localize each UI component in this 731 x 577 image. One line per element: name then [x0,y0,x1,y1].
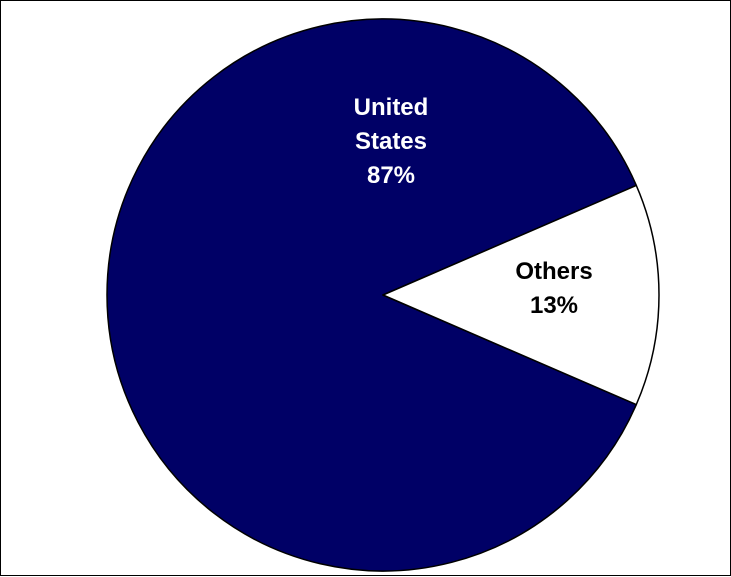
pie-category-label: Others [515,258,592,285]
pie-slice-united-states [106,18,638,572]
pie-label-united-states: United States 87% [354,94,429,189]
pie-category-label: United [354,94,429,121]
pie-slices [106,18,660,572]
pie-value-label: 87% [367,162,415,189]
pie-category-label: States [355,128,427,155]
pie-label-others: Others 13% [515,258,592,319]
pie-value-label: 13% [530,292,578,319]
pie-labels: United States 87% Others 13% [354,94,593,319]
pie-slice-others [382,184,660,406]
